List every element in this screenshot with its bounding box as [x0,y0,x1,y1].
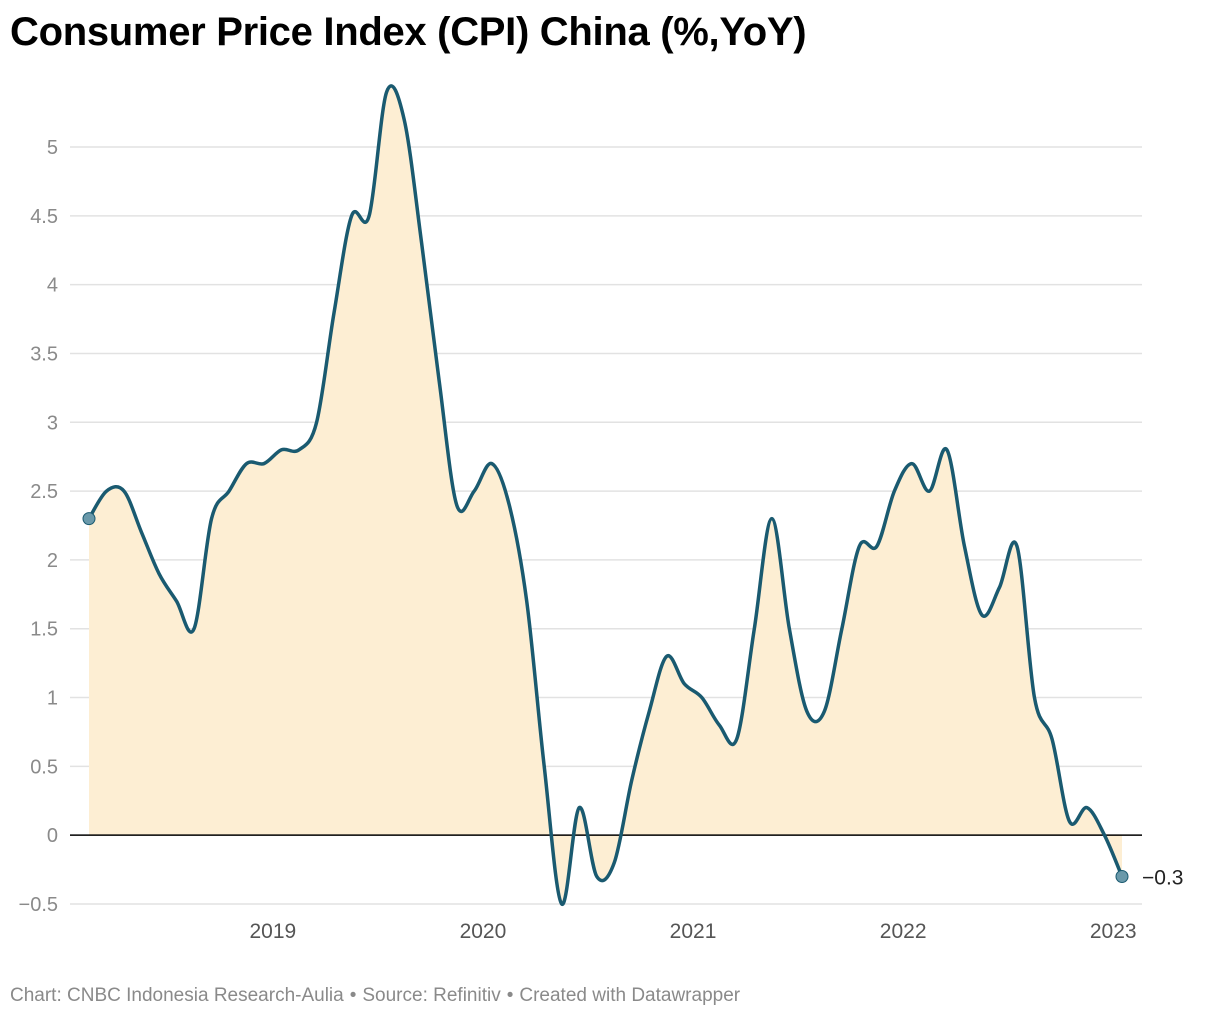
datawrapper-credit: Created with Datawrapper [519,985,741,1006]
y-tick-label: 4.5 [30,206,58,228]
footer-separator: • [349,985,357,1006]
y-tick-label: 1.5 [30,619,58,641]
x-axis-ticks: 2019 2020 2021 2022 2023 [249,920,1136,943]
y-tick-label: 2 [47,550,58,572]
x-tick-label: 2022 [880,920,927,943]
y-tick-label: 3 [47,412,58,434]
marker-layer [82,512,1129,883]
footer-separator: • [506,985,514,1006]
cpi-series-line [87,84,1124,906]
chart-source: Source: Refinitiv [362,985,501,1006]
y-tick-label: −0.5 [19,894,58,916]
end-point-marker [1115,869,1129,883]
x-tick-label: 2019 [249,920,296,943]
y-tick-label: 2.5 [30,481,58,503]
y-tick-label: 0 [47,825,58,847]
y-tick-label: 4 [47,275,58,297]
y-tick-label: 3.5 [30,343,58,365]
chart-title: Consumer Price Index (CPI) China (%,YoY) [10,10,807,54]
chart-footer: Chart: CNBC Indonesia Research-Aulia • Sou… [10,985,740,1007]
start-point-marker [82,512,96,526]
y-tick-label: 0.5 [30,756,58,778]
y-tick-label: 5 [47,137,58,159]
end-value-label: −0.3 [1142,866,1183,889]
x-tick-label: 2023 [1090,920,1137,943]
y-axis-ticks: 5 4.5 4 3.5 3 2.5 2 1.5 1 0.5 0 −0.5 [19,137,58,916]
x-tick-label: 2020 [460,920,507,943]
chart-credit: Chart: CNBC Indonesia Research-Aulia [10,985,344,1006]
y-tick-label: 1 [47,688,58,710]
x-tick-label: 2021 [670,920,717,943]
cpi-area-fill [89,85,1122,905]
